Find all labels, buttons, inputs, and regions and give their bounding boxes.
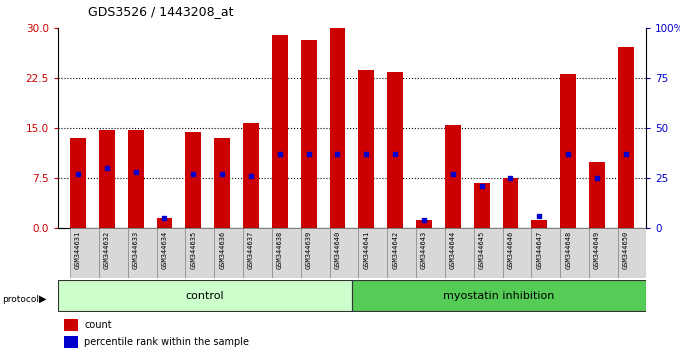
Bar <box>301 228 330 278</box>
Bar <box>531 228 560 278</box>
Text: GSM344636: GSM344636 <box>219 230 225 269</box>
Bar <box>474 228 503 278</box>
Bar <box>272 35 288 228</box>
Bar <box>589 162 605 228</box>
Text: GSM344644: GSM344644 <box>449 230 456 269</box>
Bar <box>618 228 647 278</box>
Bar <box>58 280 352 311</box>
Bar <box>358 70 374 228</box>
Bar <box>560 228 589 278</box>
Bar <box>503 178 518 228</box>
Text: GSM344645: GSM344645 <box>479 230 485 269</box>
Text: ▶: ▶ <box>39 294 47 304</box>
Text: GSM344638: GSM344638 <box>277 230 283 269</box>
Text: percentile rank within the sample: percentile rank within the sample <box>84 337 250 347</box>
Bar <box>214 138 230 228</box>
Text: GSM344641: GSM344641 <box>363 230 369 269</box>
Bar <box>416 220 432 228</box>
Text: GSM344637: GSM344637 <box>248 230 254 269</box>
Text: GSM344642: GSM344642 <box>392 230 398 269</box>
Bar <box>387 72 403 228</box>
Text: myostatin inhibition: myostatin inhibition <box>443 291 555 301</box>
Text: GSM344632: GSM344632 <box>104 230 109 269</box>
Bar <box>416 228 445 278</box>
Bar <box>531 220 547 228</box>
Bar <box>474 183 490 228</box>
Bar <box>445 125 461 228</box>
Bar <box>128 130 143 228</box>
Text: GSM344633: GSM344633 <box>133 230 139 269</box>
Bar <box>589 228 618 278</box>
Bar <box>560 74 576 228</box>
Text: count: count <box>84 320 112 330</box>
Text: GSM344647: GSM344647 <box>537 230 543 269</box>
Bar <box>387 228 416 278</box>
Bar <box>503 228 531 278</box>
Bar <box>301 40 317 228</box>
Bar <box>330 228 358 278</box>
Bar <box>445 228 474 278</box>
Text: GSM344635: GSM344635 <box>190 230 197 269</box>
Bar <box>186 132 201 228</box>
Bar <box>243 123 259 228</box>
Text: GDS3526 / 1443208_at: GDS3526 / 1443208_at <box>88 5 234 18</box>
Bar <box>64 336 78 348</box>
Bar <box>156 218 173 228</box>
Bar <box>272 228 301 278</box>
Bar <box>358 228 387 278</box>
Bar <box>99 130 115 228</box>
Bar <box>70 138 86 228</box>
Text: GSM344640: GSM344640 <box>335 230 341 269</box>
Bar <box>64 319 78 331</box>
Text: control: control <box>186 291 224 301</box>
Bar <box>352 280 646 311</box>
Text: GSM344639: GSM344639 <box>305 230 311 269</box>
Bar <box>243 228 272 278</box>
Bar <box>156 228 186 278</box>
Text: GSM344643: GSM344643 <box>421 230 427 269</box>
Bar <box>70 228 99 278</box>
Bar <box>214 228 243 278</box>
Text: GSM344631: GSM344631 <box>75 230 81 269</box>
Text: GSM344648: GSM344648 <box>565 230 571 269</box>
Bar <box>330 28 345 228</box>
Text: GSM344649: GSM344649 <box>594 230 600 269</box>
Bar <box>128 228 156 278</box>
Bar <box>618 47 634 228</box>
Text: protocol: protocol <box>2 295 39 304</box>
Text: GSM344646: GSM344646 <box>507 230 513 269</box>
Bar <box>99 228 128 278</box>
Bar <box>186 228 214 278</box>
Text: GSM344650: GSM344650 <box>623 230 629 269</box>
Text: GSM344634: GSM344634 <box>161 230 167 269</box>
